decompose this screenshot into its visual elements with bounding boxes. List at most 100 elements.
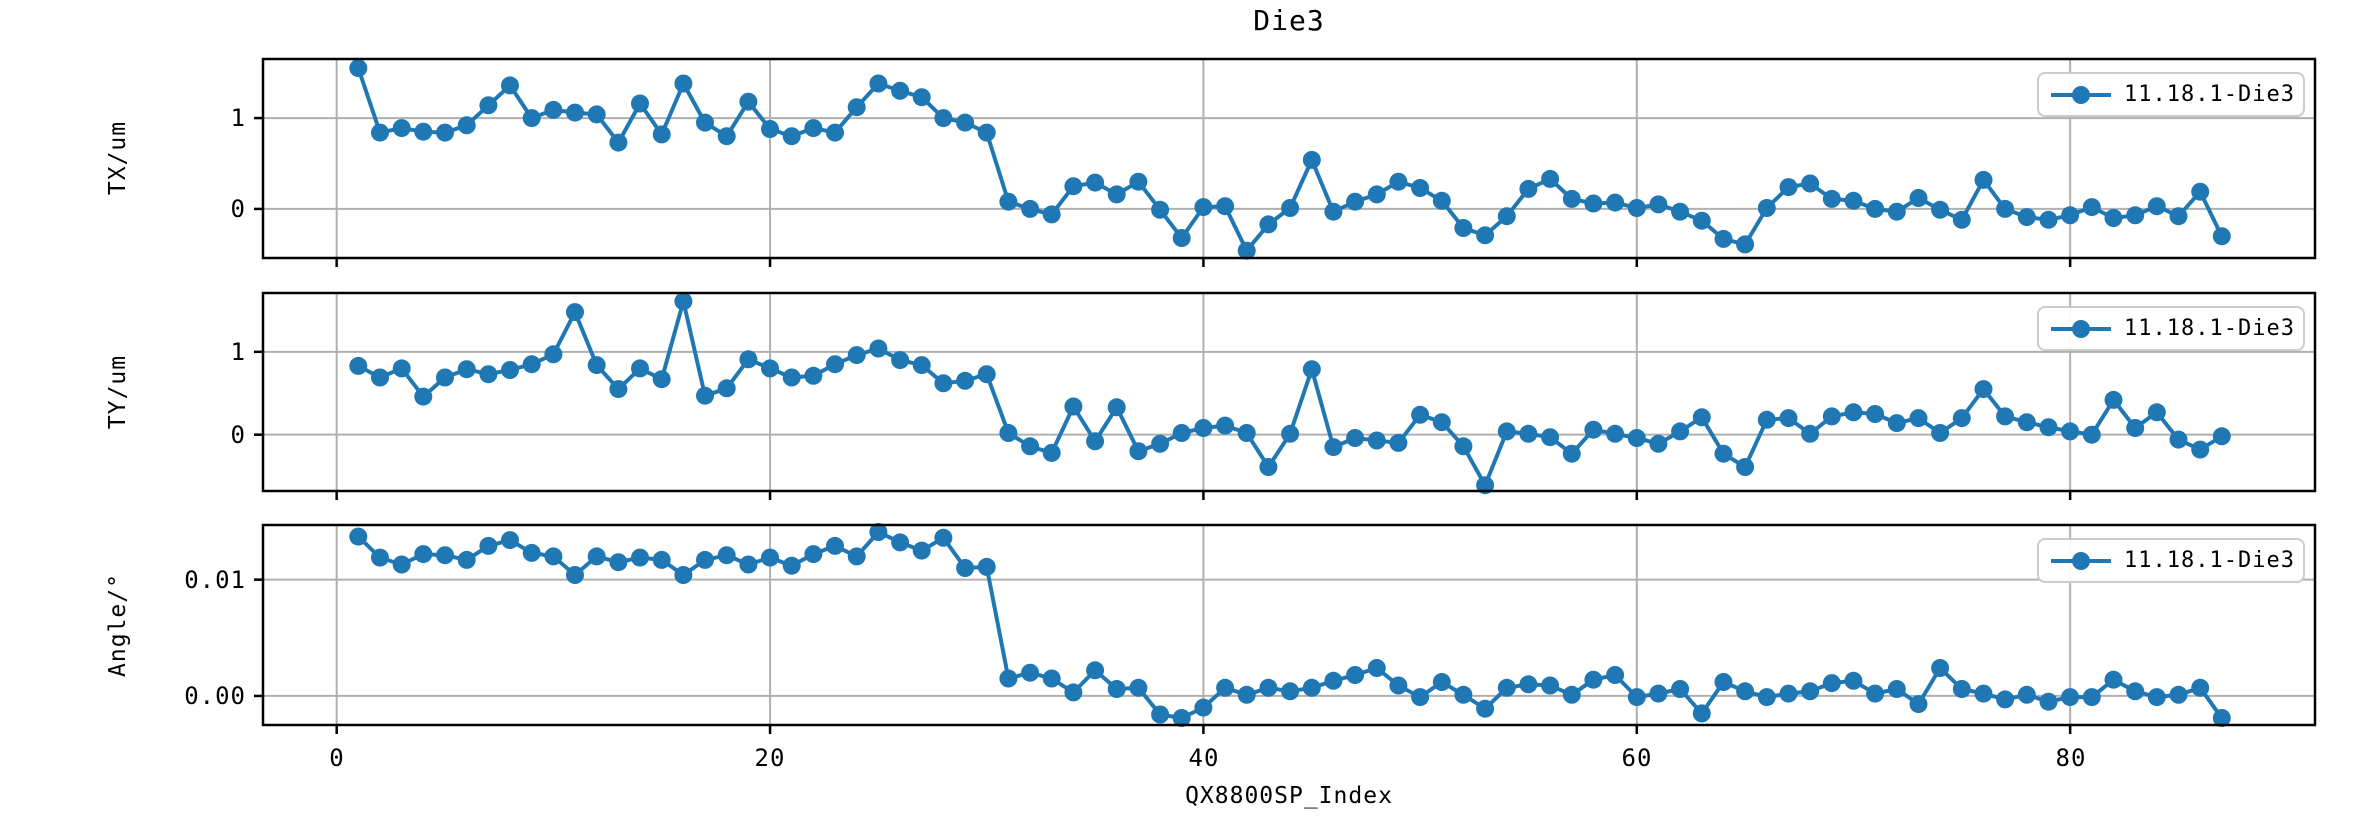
data-point	[1237, 685, 1256, 704]
data-point	[1801, 174, 1820, 193]
data-point	[1844, 191, 1863, 210]
data-point	[1107, 680, 1126, 698]
data-point	[587, 547, 606, 566]
data-point	[1606, 193, 1625, 212]
data-point	[739, 92, 758, 111]
data-point	[1367, 185, 1386, 204]
data-point	[522, 543, 541, 562]
data-point	[1346, 192, 1365, 211]
xaxis-label: QX8800SP_Index	[1185, 783, 1393, 809]
data-point	[349, 527, 368, 546]
data-point	[2147, 197, 2166, 216]
data-point	[1822, 674, 1841, 693]
data-point	[2212, 709, 2231, 727]
data-point	[436, 368, 454, 387]
data-point	[717, 127, 736, 146]
data-point	[479, 536, 498, 555]
data-point	[1801, 424, 1820, 443]
data-point	[1887, 202, 1906, 221]
data-point	[1887, 680, 1906, 698]
data-point	[1866, 405, 1885, 423]
data-point	[2212, 227, 2231, 246]
data-point	[1541, 676, 1560, 695]
data-point	[609, 133, 628, 152]
data-point	[826, 536, 844, 555]
data-point	[609, 553, 628, 572]
data-point	[544, 547, 563, 566]
data-point	[977, 365, 996, 384]
legend-ty: 11.18.1-Die3	[2037, 306, 2305, 351]
data-point	[2082, 688, 2101, 707]
data-point	[1887, 414, 1906, 433]
data-point	[631, 94, 649, 113]
data-point	[739, 555, 758, 574]
data-point	[2061, 422, 2080, 441]
xtick-40: 40	[1188, 744, 1220, 772]
data-point	[1736, 682, 1755, 701]
data-point	[2191, 678, 2210, 697]
data-point	[479, 96, 498, 115]
data-point	[1021, 663, 1040, 682]
data-point	[587, 356, 606, 375]
data-point	[977, 123, 996, 142]
data-point	[1021, 437, 1040, 456]
data-point	[1931, 200, 1950, 219]
data-point	[1411, 179, 1430, 197]
data-point	[1562, 189, 1581, 208]
data-point	[1216, 416, 1235, 435]
data-point	[566, 103, 584, 122]
data-point	[1779, 409, 1798, 428]
data-point	[869, 523, 888, 541]
data-point	[566, 303, 584, 322]
data-point	[1172, 229, 1191, 247]
data-point	[1346, 429, 1365, 447]
data-point	[999, 192, 1018, 211]
data-point	[1931, 424, 1950, 442]
data-point	[1606, 666, 1625, 684]
data-point	[1194, 198, 1213, 217]
data-point	[479, 365, 498, 384]
data-point	[1714, 444, 1733, 463]
data-point	[1866, 684, 1885, 703]
data-point	[1541, 428, 1560, 447]
data-point	[891, 533, 910, 552]
data-point	[1172, 424, 1191, 442]
data-point	[1692, 211, 1711, 230]
legend-angle: 11.18.1-Die3	[2037, 538, 2305, 583]
data-point	[501, 531, 519, 550]
data-point	[587, 105, 606, 124]
data-point	[869, 339, 888, 358]
xtick-0: 0	[329, 744, 345, 772]
data-point	[1259, 215, 1278, 234]
data-point	[956, 559, 975, 577]
legend-sample	[2051, 319, 2111, 338]
data-point	[1454, 219, 1473, 237]
legend-sample	[2051, 85, 2111, 104]
data-point	[1216, 678, 1235, 697]
data-point	[2212, 427, 2231, 446]
data-point	[1432, 673, 1451, 691]
data-point	[1107, 398, 1126, 417]
data-point	[1324, 202, 1343, 221]
data-point	[1736, 235, 1755, 254]
data-point	[1671, 422, 1690, 441]
data-point	[1562, 685, 1581, 704]
xtick-20: 20	[754, 744, 786, 772]
data-point	[1909, 695, 1928, 714]
data-point	[392, 555, 411, 574]
data-point	[1974, 170, 1993, 189]
legend-marker-sample	[2072, 551, 2090, 570]
data-point	[761, 359, 779, 378]
data-point	[522, 355, 541, 374]
data-point	[1671, 202, 1690, 221]
data-point	[1324, 671, 1343, 690]
data-point	[912, 541, 931, 560]
data-point	[2169, 207, 2188, 226]
data-point	[1584, 420, 1603, 439]
legend-marker-sample	[2072, 85, 2090, 104]
data-point	[1649, 434, 1668, 453]
data-point	[2082, 198, 2101, 217]
data-point	[1584, 194, 1603, 213]
legend-label: 11.18.1-Die3	[2124, 548, 2295, 573]
